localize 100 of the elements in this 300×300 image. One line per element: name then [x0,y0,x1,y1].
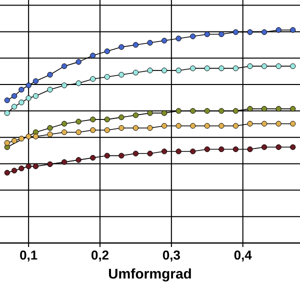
point [247,146,253,152]
point [261,144,268,150]
point [104,48,110,54]
point [176,68,182,74]
point [232,65,239,72]
point [26,134,32,140]
point [132,112,139,118]
point [118,44,124,50]
point [132,42,139,48]
point [247,29,253,35]
point [47,132,53,138]
point [26,82,32,88]
point [276,27,282,33]
point [118,114,124,120]
point [147,125,153,131]
point [218,65,224,72]
point [290,106,296,112]
point [161,148,168,154]
point [76,157,82,163]
point [4,140,10,146]
point [190,34,196,40]
point [18,100,24,106]
point [261,120,268,127]
point [76,129,82,136]
point [204,108,210,114]
point [290,120,296,127]
point [218,108,224,114]
point [261,106,268,112]
point [4,170,10,176]
point [147,40,153,46]
point [76,80,82,86]
point [90,116,96,122]
point [247,120,253,127]
x-tick-label: 0,4 [234,250,252,262]
point [276,120,282,127]
point [147,110,153,116]
point [161,68,168,74]
point [232,146,239,152]
point [147,68,153,74]
x-tick-label: 0,3 [162,250,180,262]
point [218,146,224,152]
point [90,127,96,133]
point [47,72,53,78]
point [132,150,139,156]
x-tick-label: 0,1 [20,250,38,262]
point [161,110,168,116]
point [47,161,53,168]
point [104,74,110,80]
point [290,144,296,150]
point [18,136,24,142]
point [276,144,282,150]
point [32,134,39,140]
point [218,123,224,129]
point [190,65,196,72]
point [118,72,124,78]
point [90,154,96,161]
point [32,93,39,99]
point [247,63,253,70]
point [11,168,18,174]
point [204,65,210,72]
point [204,146,210,152]
point [90,76,96,82]
point [76,59,82,65]
point [32,78,39,84]
point [118,152,124,159]
point [276,63,282,70]
point [176,148,182,154]
point [26,95,32,101]
point [232,108,239,114]
point [118,125,124,131]
point [4,110,10,116]
point [61,63,68,70]
point [247,106,253,112]
point [176,108,182,114]
point [90,52,96,58]
point [261,29,268,35]
point [232,123,239,129]
point [176,36,182,42]
point [76,118,82,124]
point [18,86,24,92]
point [290,63,296,70]
point [232,29,239,35]
x-axis-title: Umformgrad [108,268,191,282]
point [47,86,53,92]
point [218,31,224,38]
point [104,152,110,159]
point [61,159,68,165]
point [104,116,110,122]
point [204,123,210,129]
point [176,123,182,129]
point [290,27,296,33]
point [11,138,18,144]
point [276,106,282,112]
point [132,125,139,131]
point [161,123,168,129]
point [147,150,153,156]
point [190,108,196,114]
point [132,70,139,76]
point [104,127,110,133]
point [61,82,68,88]
